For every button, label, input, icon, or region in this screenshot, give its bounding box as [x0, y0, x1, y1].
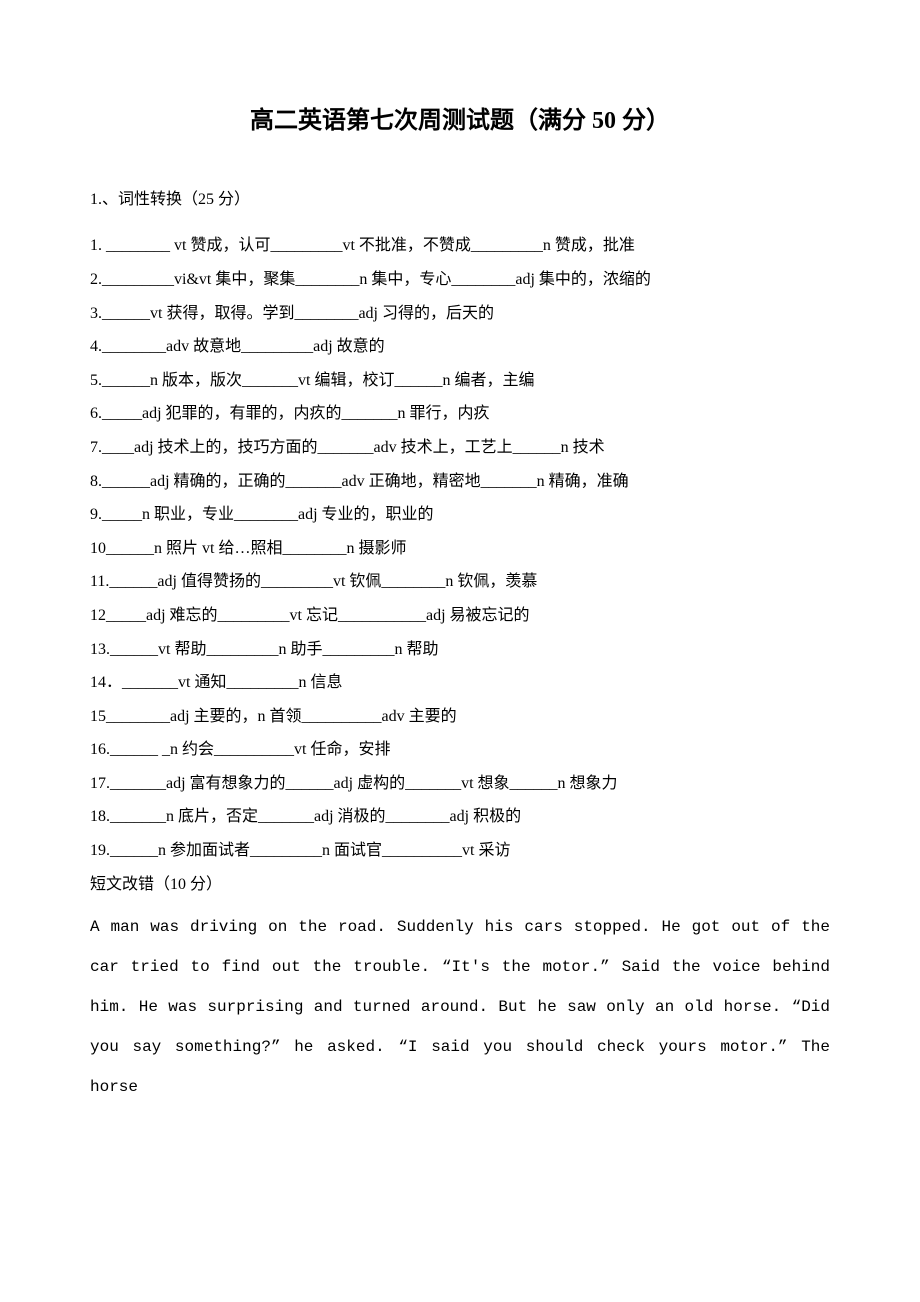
question-item-6: 6._____adj 犯罪的，有罪的，内疚的_______n 罪行，内疚	[90, 397, 830, 431]
subsection-header: 短文改错（10 分）	[90, 868, 830, 902]
question-item-8: 8.______adj 精确的，正确的_______adv 正确地，精密地___…	[90, 465, 830, 499]
question-item-19: 19.______n 参加面试者_________n 面试官__________…	[90, 834, 830, 868]
question-item-1: 1. ________ vt 赞成，认可_________vt 不批准，不赞成_…	[90, 229, 830, 263]
question-item-14: 14．_______vt 通知_________n 信息	[90, 666, 830, 700]
question-item-3: 3.______vt 获得，取得。学到________adj 习得的，后天的	[90, 297, 830, 331]
question-item-7: 7.____adj 技术上的，技巧方面的_______adv 技术上，工艺上__…	[90, 431, 830, 465]
question-item-2: 2._________vi&vt 集中，聚集________n 集中，专心___…	[90, 263, 830, 297]
question-item-17: 17._______adj 富有想象力的______adj 虚构的_______…	[90, 767, 830, 801]
question-item-12: 12_____adj 难忘的_________vt 忘记___________a…	[90, 599, 830, 633]
question-item-13: 13.______vt 帮助_________n 助手_________n 帮助	[90, 633, 830, 667]
question-item-18: 18._______n 底片，否定_______adj 消极的________a…	[90, 800, 830, 834]
question-item-4: 4.________adv 故意地_________adj 故意的	[90, 330, 830, 364]
question-item-9: 9._____n 职业，专业________adj 专业的，职业的	[90, 498, 830, 532]
question-item-11: 11.______adj 值得赞扬的_________vt 钦佩________…	[90, 565, 830, 599]
question-item-10: 10______n 照片 vt 给…照相________n 摄影师	[90, 532, 830, 566]
question-item-16: 16.______ _n 约会__________vt 任命，安排	[90, 733, 830, 767]
question-item-5: 5.______n 版本，版次_______vt 编辑，校订______n 编者…	[90, 364, 830, 398]
passage-text: A man was driving on the road. Suddenly …	[90, 907, 830, 1107]
document-title: 高二英语第七次周测试题（满分 50 分）	[90, 100, 830, 135]
section-1-header: 1.、词性转换（25 分）	[90, 185, 830, 215]
question-item-15: 15________adj 主要的，n 首领__________adv 主要的	[90, 700, 830, 734]
